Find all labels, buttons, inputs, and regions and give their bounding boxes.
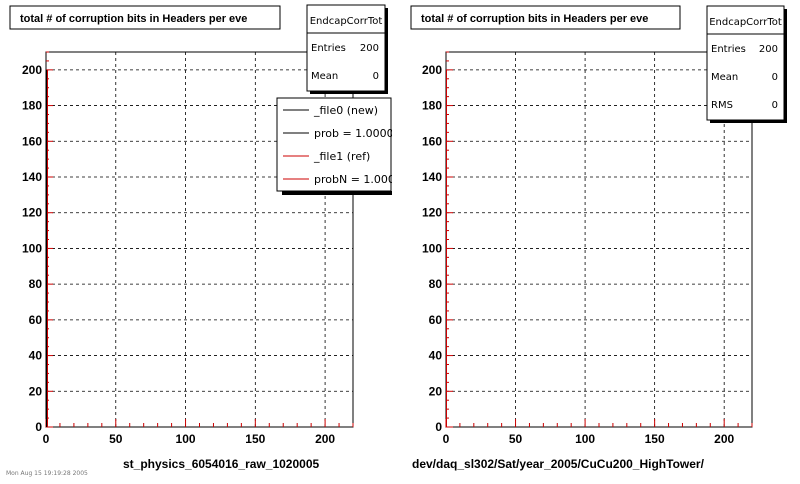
right-stats-label: Entries <box>711 44 746 55</box>
right-plot-frame <box>445 51 753 428</box>
right-stats-value: 200 <box>759 44 778 55</box>
left-stats-label: Entries <box>311 43 346 54</box>
left-x-tick-label: 150 <box>245 432 265 446</box>
right-x-tick-label: 150 <box>645 432 665 446</box>
legend-label: prob = 1.000000 <box>314 127 408 140</box>
right-y-tick-label: 20 <box>429 384 443 398</box>
right-stats-frame <box>706 5 785 121</box>
left-y-tick-label: 140 <box>22 170 42 184</box>
right-grid <box>445 51 753 428</box>
right-y-tick-label: 0 <box>435 420 442 434</box>
right-stats-value: 0 <box>772 100 778 111</box>
right-x-tick-label: 50 <box>509 432 523 446</box>
right-stats-value: 0 <box>772 72 778 83</box>
left-y-tick-label: 100 <box>22 241 42 255</box>
right-x-tick-label: 100 <box>575 432 595 446</box>
right-y-tick-label: 80 <box>429 277 443 291</box>
left-stats-label: Mean <box>311 71 338 82</box>
left-y-tick-label: 80 <box>29 277 43 291</box>
legend-label: probN = 1.000000 <box>314 173 416 186</box>
legend-entries: _file0 (new) prob = 1.000000 _file1 (ref) p… <box>283 104 416 186</box>
right-y-tick-label: 100 <box>422 241 442 255</box>
legend-shadow <box>282 191 392 195</box>
left-y-tick-label: 20 <box>29 384 43 398</box>
right-x-tick-label: 0 <box>443 432 450 446</box>
right-y-tick-label: 160 <box>422 134 442 148</box>
left-stats-frame <box>306 4 386 92</box>
left-y-tick-label: 120 <box>22 206 42 220</box>
right-stats-box: EndcapCorrTot Entries 200 Mean 0 RMS 0 <box>706 5 787 123</box>
right-y-tick-label: 140 <box>422 170 442 184</box>
left-stats-name: EndcapCorrTot <box>310 16 383 27</box>
left-x-tick-label: 50 <box>109 432 123 446</box>
right-stats-label: RMS <box>711 100 733 111</box>
right-title-box: total # of corruption bits in Headers pe… <box>410 5 681 30</box>
left-stats-value: 200 <box>360 43 379 54</box>
right-y-tick-label: 180 <box>422 99 442 113</box>
left-title-box: total # of corruption bits in Headers pe… <box>9 5 281 30</box>
left-data-bins <box>46 69 48 427</box>
left-x-tick-label: 0 <box>43 432 50 446</box>
left-file-path: st_physics_6054016_raw_1020005 <box>123 457 319 471</box>
left-y-tick-label: 180 <box>22 99 42 113</box>
right-x-tick-label: 200 <box>714 432 734 446</box>
left-x-tick-label: 200 <box>315 432 335 446</box>
right-y-tick-label: 200 <box>422 63 442 77</box>
right-stats-label: Mean <box>711 72 738 83</box>
left-y-tick-label: 160 <box>22 134 42 148</box>
legend-label: _file1 (ref) <box>313 150 370 163</box>
legend-label: _file0 (new) <box>313 104 378 117</box>
left-y-tick-label: 60 <box>29 313 43 327</box>
right-file-path: dev/daq_sl302/Sat/year_2005/CuCu200_High… <box>412 457 705 471</box>
left-y-tick-label: 40 <box>29 349 43 363</box>
right-y-tick-label: 120 <box>422 206 442 220</box>
print-timestamp: Mon Aug 15 19:19:28 2005 <box>6 470 88 477</box>
legend-box: _file0 (new) prob = 1.000000 _file1 (ref) p… <box>276 97 416 195</box>
right-title: total # of corruption bits in Headers pe… <box>421 13 648 25</box>
left-stats-value: 0 <box>373 71 379 82</box>
right-y-tick-label: 60 <box>429 313 443 327</box>
left-y-tick-label: 0 <box>35 420 42 434</box>
right-y-tick-label: 40 <box>429 349 443 363</box>
left-stats-box: EndcapCorrTot Entries 200 Mean 0 <box>306 4 388 94</box>
right-stats-name: EndcapCorrTot <box>709 17 782 28</box>
left-y-tick-label: 200 <box>22 63 42 77</box>
legend-frame <box>276 97 392 192</box>
left-title: total # of corruption bits in Headers pe… <box>20 13 247 25</box>
left-x-tick-label: 100 <box>176 432 196 446</box>
